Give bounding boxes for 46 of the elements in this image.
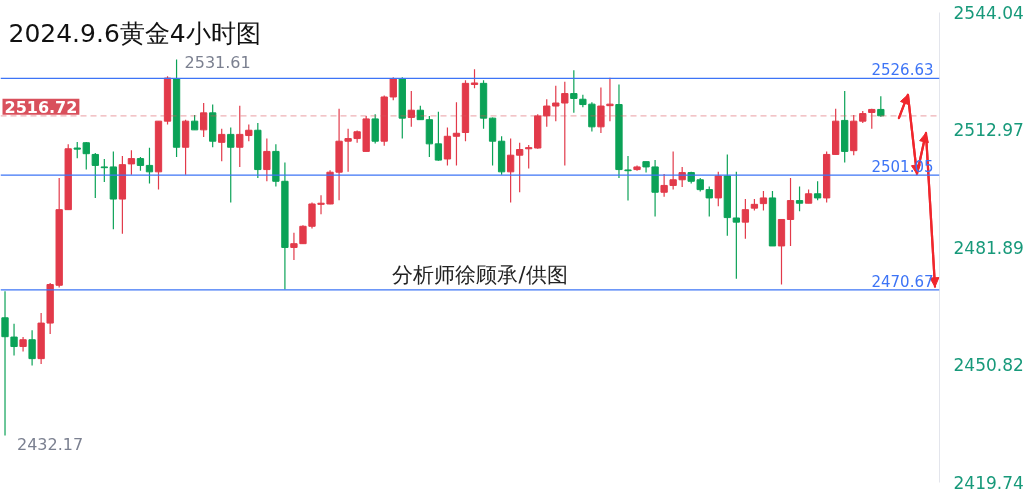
candlestick	[10, 323, 18, 357]
annotation: 2531.61	[184, 52, 251, 72]
candlestick	[263, 137, 271, 182]
annotation: 分析师徐顾承/供图	[392, 263, 568, 288]
ref-line-label: 2516.72	[4, 97, 78, 117]
candlestick	[516, 142, 524, 193]
candlestick	[443, 127, 452, 167]
candlestick	[624, 155, 632, 202]
candlestick	[714, 171, 722, 207]
candlestick	[100, 158, 108, 183]
candlestick	[759, 190, 768, 212]
y-tick-label: 2544.04	[953, 3, 1024, 23]
candlestick	[732, 171, 741, 280]
candlestick	[218, 128, 226, 162]
candlestick	[452, 101, 461, 167]
candlestick	[28, 329, 36, 367]
candlestick	[91, 152, 99, 199]
candlestick	[371, 113, 379, 145]
candlestick	[877, 95, 885, 118]
candlestick	[606, 77, 614, 122]
candlestick	[488, 116, 497, 167]
candlestick	[227, 127, 235, 204]
candlestick	[813, 180, 822, 201]
candlestick	[786, 177, 795, 247]
candlestick	[1, 290, 9, 437]
candlestick	[470, 68, 479, 89]
candlestick	[525, 144, 533, 170]
y-tick-label: 2481.89	[953, 238, 1024, 258]
candlestick	[741, 198, 750, 240]
ref-line-label: 2526.63	[871, 61, 934, 80]
y-tick-label: 2419.74	[953, 473, 1024, 493]
candlestick	[434, 111, 443, 162]
candlestick	[199, 102, 208, 138]
candlestick	[570, 69, 578, 114]
candlestick	[795, 185, 804, 212]
candlestick	[597, 86, 605, 134]
candlestick	[407, 90, 415, 128]
candlestick	[705, 185, 713, 218]
annotation: 2432.17	[17, 434, 84, 454]
chart-title: 2024.9.6黄金4小时图	[8, 18, 261, 48]
y-tick-label: 2450.82	[953, 355, 1024, 376]
ref-line-label: 2470.67	[871, 272, 934, 291]
candlestick	[145, 147, 154, 185]
candlestick	[506, 137, 515, 204]
y-tick-label: 2512.97	[953, 120, 1024, 141]
candlestick	[127, 149, 136, 176]
